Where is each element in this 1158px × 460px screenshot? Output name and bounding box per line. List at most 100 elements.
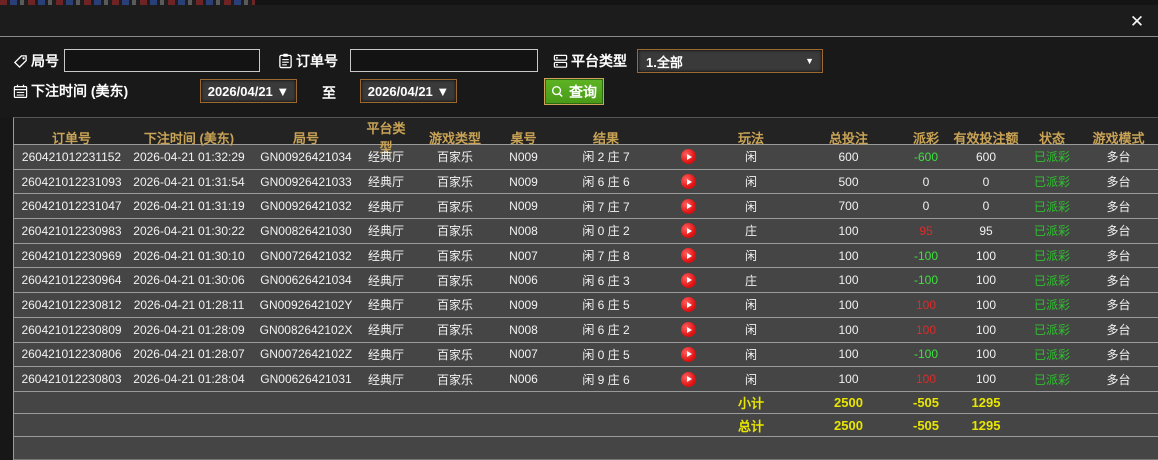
play-icon[interactable] bbox=[681, 174, 696, 190]
calendar-icon bbox=[13, 84, 28, 99]
table-number-cell: N008 bbox=[509, 223, 538, 238]
game-type-cell: 百家乐 bbox=[436, 150, 473, 165]
order-number-cell: 260421012230969 bbox=[21, 248, 122, 263]
play-icon[interactable] bbox=[681, 371, 696, 387]
query-button[interactable]: 查询 bbox=[544, 78, 604, 105]
date-from-select[interactable]: 2026/04/21 ▼ bbox=[200, 79, 297, 103]
play-icon[interactable] bbox=[681, 272, 696, 288]
round-number-cell: GN00926421034 bbox=[260, 149, 352, 164]
valid-bet-cell: 100 bbox=[975, 372, 997, 387]
play-icon[interactable] bbox=[681, 297, 696, 313]
round-number-input[interactable] bbox=[64, 49, 260, 72]
col-header-total-bet: 总投注 bbox=[828, 130, 868, 146]
status-cell: 已派彩 bbox=[1033, 323, 1070, 338]
order-number-cell: 260421012230983 bbox=[21, 223, 122, 238]
col-header-result: 结果 bbox=[592, 130, 619, 146]
table-row: 260421012231093 2026-04-21 01:31:54 GN00… bbox=[14, 169, 1158, 195]
platform-type-label: 平台类型 bbox=[571, 53, 627, 69]
table-number-cell: N006 bbox=[509, 273, 538, 288]
bet-time-cell: 2026-04-21 01:28:11 bbox=[133, 297, 245, 312]
subtotal-payout: -505 bbox=[912, 395, 940, 411]
round-number-cell: GN00826421030 bbox=[260, 223, 352, 238]
play-triangle bbox=[687, 252, 692, 259]
video-cell bbox=[666, 149, 711, 165]
play-triangle bbox=[687, 376, 692, 383]
play-triangle bbox=[687, 203, 692, 210]
table-number-cell: N007 bbox=[509, 248, 538, 263]
bet-time-cell: 2026-04-21 01:31:19 bbox=[133, 199, 245, 214]
play-type-cell: 闲 bbox=[744, 249, 757, 264]
status-cell: 已派彩 bbox=[1033, 150, 1070, 165]
play-triangle bbox=[687, 351, 692, 358]
status-cell: 已派彩 bbox=[1033, 273, 1070, 288]
table-row: 260421012231047 2026-04-21 01:31:19 GN00… bbox=[14, 194, 1158, 220]
query-button-label: 查询 bbox=[569, 83, 597, 100]
play-icon[interactable] bbox=[681, 223, 696, 239]
col-header-play: 玩法 bbox=[737, 130, 764, 146]
status-cell: 已派彩 bbox=[1033, 298, 1070, 313]
play-type-cell: 闲 bbox=[744, 150, 757, 165]
subtotal-label: 小计 bbox=[737, 396, 764, 412]
platform-cell: 经典厅 bbox=[367, 323, 404, 338]
payout-cell: -600 bbox=[913, 149, 939, 164]
bet-time-cell: 2026-04-21 01:28:04 bbox=[133, 372, 245, 387]
play-icon[interactable] bbox=[681, 248, 696, 264]
round-number-cell: GN0092642102Y bbox=[259, 297, 353, 312]
play-triangle bbox=[687, 326, 692, 333]
game-type-cell: 百家乐 bbox=[436, 298, 473, 313]
platform-cell: 经典厅 bbox=[367, 150, 404, 165]
date-to-select[interactable]: 2026/04/21 ▼ bbox=[360, 79, 457, 103]
game-mode-cell: 多台 bbox=[1106, 224, 1131, 239]
platform-type-select[interactable]: 1.全部 ▼ bbox=[637, 49, 823, 73]
round-number-cell: GN00626421034 bbox=[260, 273, 352, 288]
play-type-cell: 庄 bbox=[744, 224, 757, 239]
game-mode-cell: 多台 bbox=[1106, 372, 1131, 387]
play-type-cell: 闲 bbox=[744, 298, 757, 313]
valid-bet-cell: 600 bbox=[975, 149, 997, 164]
video-cell bbox=[666, 272, 711, 288]
play-icon[interactable] bbox=[681, 346, 696, 362]
valid-bet-cell: 0 bbox=[982, 174, 990, 189]
play-triangle bbox=[687, 227, 692, 234]
table-number-cell: N008 bbox=[509, 322, 538, 337]
platform-cell: 经典厅 bbox=[367, 249, 404, 264]
round-number-filter: 局号 bbox=[13, 51, 59, 71]
bet-time-cell: 2026-04-21 01:30:06 bbox=[133, 273, 245, 288]
total-bet-cell: 500 bbox=[838, 174, 859, 189]
valid-bet-cell: 100 bbox=[975, 347, 997, 362]
play-type-cell: 闲 bbox=[744, 175, 757, 190]
game-mode-cell: 多台 bbox=[1106, 175, 1131, 190]
bet-time-filter: 下注时间 (美东) bbox=[13, 81, 128, 101]
game-mode-cell: 多台 bbox=[1106, 298, 1131, 313]
payout-cell: 100 bbox=[915, 372, 937, 387]
play-icon[interactable] bbox=[681, 322, 696, 338]
game-type-cell: 百家乐 bbox=[436, 175, 473, 190]
platform-cell: 经典厅 bbox=[367, 199, 404, 214]
table-row: 260421012230812 2026-04-21 01:28:11 GN00… bbox=[14, 293, 1158, 318]
order-number-cell: 260421012231093 bbox=[21, 174, 122, 189]
order-number-cell: 260421012231152 bbox=[21, 149, 122, 164]
bet-time-cell: 2026-04-21 01:28:09 bbox=[133, 322, 245, 337]
subtotal-valid-bet: 1295 bbox=[971, 395, 1001, 411]
play-icon[interactable] bbox=[681, 149, 696, 165]
bet-time-cell: 2026-04-21 01:30:22 bbox=[133, 223, 245, 238]
play-icon[interactable] bbox=[681, 198, 696, 214]
subtotal-row: 小计 2500 -505 1295 bbox=[14, 391, 1158, 415]
status-cell: 已派彩 bbox=[1033, 347, 1070, 362]
result-cell: 闲 9 庄 6 bbox=[582, 372, 630, 387]
bet-time-cell: 2026-04-21 01:32:29 bbox=[133, 149, 245, 164]
dialog-titlebar: ✕ bbox=[0, 5, 1158, 37]
total-bet-cell: 100 bbox=[838, 248, 859, 263]
search-icon bbox=[551, 85, 564, 98]
status-cell: 已派彩 bbox=[1033, 249, 1070, 264]
game-mode-cell: 多台 bbox=[1106, 150, 1131, 165]
order-number-input[interactable] bbox=[350, 49, 538, 72]
valid-bet-cell: 100 bbox=[975, 273, 997, 288]
result-cell: 闲 6 庄 3 bbox=[582, 273, 630, 288]
col-header-valid-bet: 有效投注额 bbox=[953, 130, 1019, 146]
server-list-icon bbox=[553, 54, 568, 69]
close-icon[interactable]: ✕ bbox=[1129, 12, 1145, 31]
valid-bet-cell: 0 bbox=[982, 199, 990, 214]
result-cell: 闲 7 庄 7 bbox=[582, 199, 630, 214]
table-row: 260421012230983 2026-04-21 01:30:22 GN00… bbox=[14, 219, 1158, 244]
